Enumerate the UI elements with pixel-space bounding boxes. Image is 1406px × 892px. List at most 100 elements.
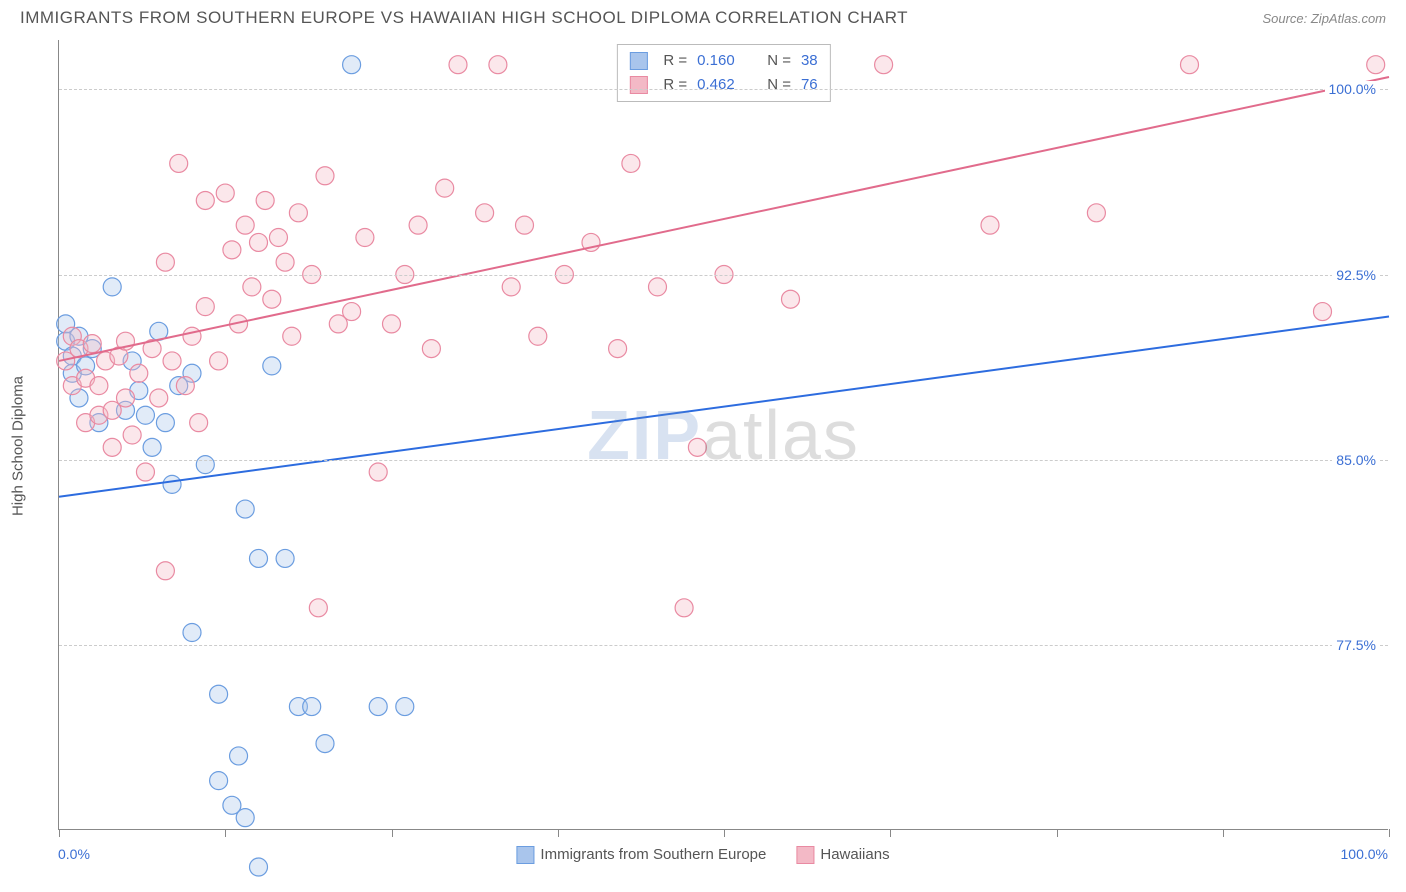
data-point (223, 241, 241, 259)
x-axis-max-label: 100.0% (1341, 846, 1388, 862)
data-point (436, 179, 454, 197)
n-value: 38 (801, 49, 818, 73)
data-point (210, 685, 228, 703)
r-value: 0.462 (697, 73, 735, 97)
data-point (156, 562, 174, 580)
legend-swatch (629, 52, 647, 70)
bottom-legend: Immigrants from Southern Europe Hawaiians (516, 846, 889, 864)
data-point (236, 500, 254, 518)
x-tick (1057, 829, 1058, 837)
data-point (675, 599, 693, 617)
data-point (1181, 56, 1199, 74)
data-point (190, 414, 208, 432)
data-point (130, 364, 148, 382)
data-point (117, 389, 135, 407)
correlation-stats-box: R = 0.160 N = 38 R = 0.462 N = 76 (616, 44, 830, 102)
data-point (476, 204, 494, 222)
chart-title: IMMIGRANTS FROM SOUTHERN EUROPE VS HAWAI… (20, 8, 908, 28)
gridline (59, 460, 1388, 461)
data-point (369, 463, 387, 481)
data-point (163, 352, 181, 370)
scatter-svg (59, 40, 1388, 829)
chart-plot-area: ZIPatlas R = 0.160 N = 38R = 0.462 N = 7… (58, 40, 1388, 830)
x-tick (392, 829, 393, 837)
x-tick (1223, 829, 1224, 837)
legend-item: Hawaiians (796, 846, 889, 864)
data-point (981, 216, 999, 234)
data-point (156, 253, 174, 271)
trend-line (59, 317, 1389, 497)
x-tick (1389, 829, 1390, 837)
data-point (343, 56, 361, 74)
data-point (236, 809, 254, 827)
r-label: R = (663, 49, 687, 73)
data-point (303, 698, 321, 716)
data-point (489, 56, 507, 74)
data-point (309, 599, 327, 617)
n-label: N = (767, 49, 791, 73)
data-point (1367, 56, 1385, 74)
data-point (250, 549, 268, 567)
data-point (163, 475, 181, 493)
data-point (609, 340, 627, 358)
data-point (236, 216, 254, 234)
data-point (196, 298, 214, 316)
gridline (59, 645, 1388, 646)
x-tick (558, 829, 559, 837)
data-point (243, 278, 261, 296)
gridline (59, 275, 1388, 276)
data-point (150, 389, 168, 407)
data-point (103, 278, 121, 296)
data-point (143, 438, 161, 456)
y-tick-label: 77.5% (1332, 637, 1380, 653)
x-tick (890, 829, 891, 837)
data-point (316, 735, 334, 753)
data-point (688, 438, 706, 456)
y-tick-label: 100.0% (1325, 81, 1380, 97)
data-point (183, 624, 201, 642)
data-point (356, 229, 374, 247)
data-point (136, 463, 154, 481)
n-label: N = (767, 73, 791, 97)
data-point (263, 357, 281, 375)
data-point (1314, 303, 1332, 321)
y-axis-label: High School Diploma (10, 376, 27, 516)
data-point (1087, 204, 1105, 222)
data-point (622, 154, 640, 172)
data-point (502, 278, 520, 296)
data-point (216, 184, 234, 202)
data-point (449, 56, 467, 74)
x-tick (225, 829, 226, 837)
legend-item: Immigrants from Southern Europe (516, 846, 766, 864)
data-point (422, 340, 440, 358)
n-value: 76 (801, 73, 818, 97)
y-tick-label: 85.0% (1332, 452, 1380, 468)
data-point (283, 327, 301, 345)
chart-header: IMMIGRANTS FROM SOUTHERN EUROPE VS HAWAI… (0, 0, 1406, 32)
legend-swatch (796, 846, 814, 864)
data-point (782, 290, 800, 308)
data-point (123, 426, 141, 444)
legend-swatch (629, 76, 647, 94)
data-point (875, 56, 893, 74)
legend-label: Immigrants from Southern Europe (540, 846, 766, 863)
data-point (196, 456, 214, 474)
r-value: 0.160 (697, 49, 735, 73)
r-label: R = (663, 73, 687, 97)
data-point (383, 315, 401, 333)
y-tick-label: 92.5% (1332, 267, 1380, 283)
data-point (369, 698, 387, 716)
data-point (276, 253, 294, 271)
legend-swatch (516, 846, 534, 864)
data-point (529, 327, 547, 345)
data-point (263, 290, 281, 308)
data-point (176, 377, 194, 395)
data-point (83, 335, 101, 353)
data-point (90, 377, 108, 395)
data-point (183, 327, 201, 345)
data-point (103, 438, 121, 456)
legend-label: Hawaiians (820, 846, 889, 863)
data-point (196, 191, 214, 209)
gridline (59, 89, 1388, 90)
data-point (316, 167, 334, 185)
